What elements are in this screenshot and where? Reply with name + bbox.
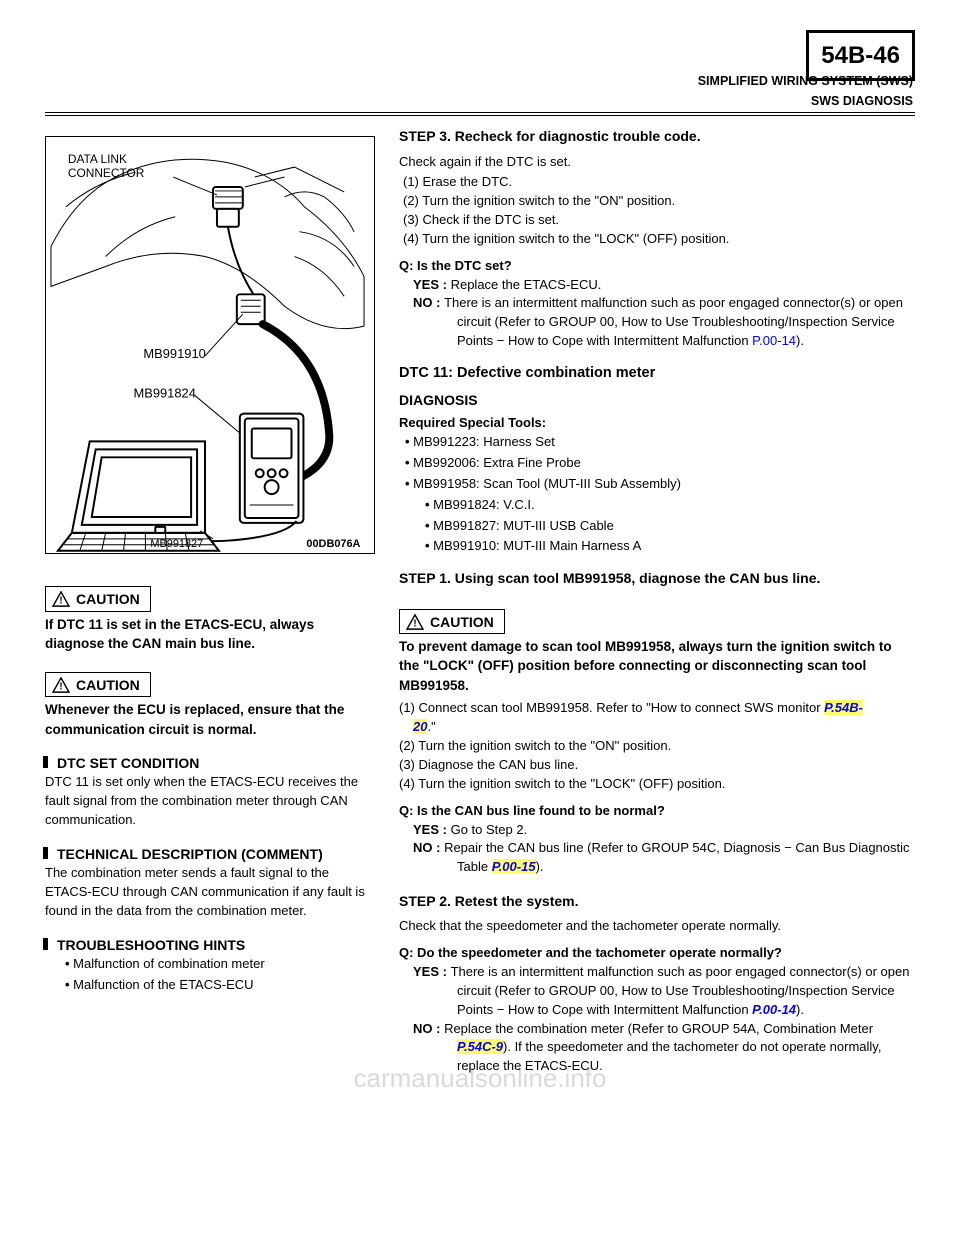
link-p00-15[interactable]: P.00-15 xyxy=(492,859,536,874)
step1-l4: (4) Turn the ignition switch to the "LOC… xyxy=(413,775,915,794)
warning-icon: ! xyxy=(52,591,70,607)
step2-no-tail: ). If the speedometer and the tachometer… xyxy=(457,1039,881,1073)
step1-caution: To prevent damage to scan tool MB991958,… xyxy=(399,637,915,696)
step1-l1-a: (1) Connect scan tool MB991958. Refer to… xyxy=(399,700,824,715)
label-dlc-2: CONNECTOR xyxy=(68,166,145,180)
step2-q: Q: Do the speedometer and the tachometer… xyxy=(399,944,915,963)
step1-l1b: 20." xyxy=(413,718,915,737)
tool-6: MB991910: MUT-III Main Harness A xyxy=(433,538,641,553)
caution-label: CAUTION xyxy=(76,675,140,695)
step2-yes: YES : There is an intermittent malfuncti… xyxy=(413,963,915,1020)
header-system: SIMPLIFIED WIRING SYSTEM (SWS) xyxy=(45,72,915,90)
step3-yes: YES : Replace the ETACS-ECU. xyxy=(413,276,915,295)
step3-intro: Check again if the DTC is set. xyxy=(399,153,915,172)
step1-yes-text: Go to Step 2. xyxy=(451,822,528,837)
link-p54b-14[interactable]: P.54B- xyxy=(824,700,863,715)
step3-l1: (1) Erase the DTC. xyxy=(417,173,915,192)
caution-box-1: ! CAUTION xyxy=(45,586,151,611)
step3-q: Q: Is the DTC set? xyxy=(399,257,915,276)
caution-box-3: ! CAUTION xyxy=(399,609,505,634)
hints-title: TROUBLESHOOTING HINTS xyxy=(45,935,375,955)
link-p54b-14-b[interactable]: 20 xyxy=(413,719,427,734)
step1-l2: (2) Turn the ignition switch to the "ON"… xyxy=(413,737,915,756)
tool-1: MB991223: Harness Set xyxy=(413,434,555,449)
caution-1-body: If DTC 11 is set in the ETACS-ECU, alway… xyxy=(45,615,375,654)
step1-l1: (1) Connect scan tool MB991958. Refer to… xyxy=(413,699,915,718)
step2-no-text: Replace the combination meter (Refer to … xyxy=(444,1021,873,1036)
step1-no-tail: ). xyxy=(536,859,544,874)
step3-l4: (4) Turn the ignition switch to the "LOC… xyxy=(417,230,915,249)
step3-no-text: There is an intermittent malfunction suc… xyxy=(444,295,903,348)
step3-l2: (2) Turn the ignition switch to the "ON"… xyxy=(417,192,915,211)
hint-1: Malfunction of combination meter xyxy=(73,956,264,971)
step3-no-tail: ). xyxy=(796,333,804,348)
fig-code: 00DB076A xyxy=(306,538,360,550)
step2-title: STEP 2. Retest the system. xyxy=(399,891,915,911)
step2-body: Check that the speedometer and the tacho… xyxy=(399,917,915,936)
step3-title: STEP 3. Recheck for diagnostic trouble c… xyxy=(399,126,915,146)
step1-title: STEP 1. Using scan tool MB991958, diagno… xyxy=(399,568,915,588)
dtc11-title: DTC 11: Defective combination meter xyxy=(399,363,915,384)
step1-list: (1) Connect scan tool MB991958. Refer to… xyxy=(399,699,915,793)
svg-text:!: ! xyxy=(59,681,62,692)
step3-list: (1) Erase the DTC. (2) Turn the ignition… xyxy=(403,173,915,248)
svg-text:!: ! xyxy=(59,596,62,607)
step1-yes: YES : Go to Step 2. xyxy=(413,821,915,840)
caution-label: CAUTION xyxy=(430,612,494,632)
hints-list: • Malfunction of combination meter • Mal… xyxy=(65,955,375,995)
tools-title: Required Special Tools: xyxy=(399,414,915,433)
label-unit: MB991824 xyxy=(133,386,195,401)
diagnosis-heading: DIAGNOSIS xyxy=(399,390,915,410)
section-marker-icon xyxy=(43,847,53,859)
step1-no: NO : Repair the CAN bus line (Refer to G… xyxy=(413,839,915,877)
caution-box-2: ! CAUTION xyxy=(45,672,151,697)
label-dlc-1: DATA LINK xyxy=(68,152,127,166)
step2-yes-text: There is an intermittent malfunction suc… xyxy=(451,964,910,1017)
section-marker-icon xyxy=(43,756,53,768)
caution-label: CAUTION xyxy=(76,589,140,609)
step2-yes-tail: ). xyxy=(796,1002,804,1017)
diagram-scan-tool: DATA LINK CONNECTOR MB991910 MB991824 MB… xyxy=(45,136,375,554)
tool-5: MB991827: MUT-III USB Cable xyxy=(433,518,614,533)
tool-4: MB991824: V.C.I. xyxy=(433,497,534,512)
step2-no: NO : Replace the combination meter (Refe… xyxy=(413,1020,915,1077)
section-marker-icon xyxy=(43,938,53,950)
dtc-set-title: DTC SET CONDITION xyxy=(45,753,375,773)
tools-list: • MB991223: Harness Set • MB992006: Extr… xyxy=(405,433,915,556)
tech-desc-body: The combination meter sends a fault sign… xyxy=(45,864,375,921)
step3-yes-text: Replace the ETACS-ECU. xyxy=(451,277,602,292)
link-p00-14-b[interactable]: P.00-14 xyxy=(752,1002,796,1017)
step3-l3: (3) Check if the DTC is set. xyxy=(417,211,915,230)
warning-icon: ! xyxy=(52,677,70,693)
dtc-set-body: DTC 11 is set only when the ETACS-ECU re… xyxy=(45,773,375,830)
step1-l3: (3) Diagnose the CAN bus line. xyxy=(413,756,915,775)
step3-no: NO : There is an intermittent malfunctio… xyxy=(413,294,915,351)
warning-icon: ! xyxy=(406,614,424,630)
link-p54c-9[interactable]: P.54C-9 xyxy=(457,1039,503,1054)
caution-2-body: Whenever the ECU is replaced, ensure tha… xyxy=(45,700,375,739)
tool-2: MB992006: Extra Fine Probe xyxy=(413,455,581,470)
label-probe: MB991910 xyxy=(143,346,205,361)
tech-desc-title: TECHNICAL DESCRIPTION (COMMENT) xyxy=(45,844,375,864)
header-section: SWS DIAGNOSIS xyxy=(45,92,915,110)
main-columns: DATA LINK CONNECTOR MB991910 MB991824 MB… xyxy=(45,126,915,1076)
label-cable: MB991827 xyxy=(150,538,203,550)
tool-3: MB991958: Scan Tool (MUT-III Sub Assembl… xyxy=(413,476,681,491)
page-number: 54B-46 xyxy=(806,30,915,81)
hint-2: Malfunction of the ETACS-ECU xyxy=(73,977,253,992)
step1-q: Q: Is the CAN bus line found to be norma… xyxy=(399,802,915,821)
step1-l1-c: ." xyxy=(427,719,435,734)
svg-text:!: ! xyxy=(413,618,416,629)
link-p00-14[interactable]: P.00-14 xyxy=(752,333,796,348)
